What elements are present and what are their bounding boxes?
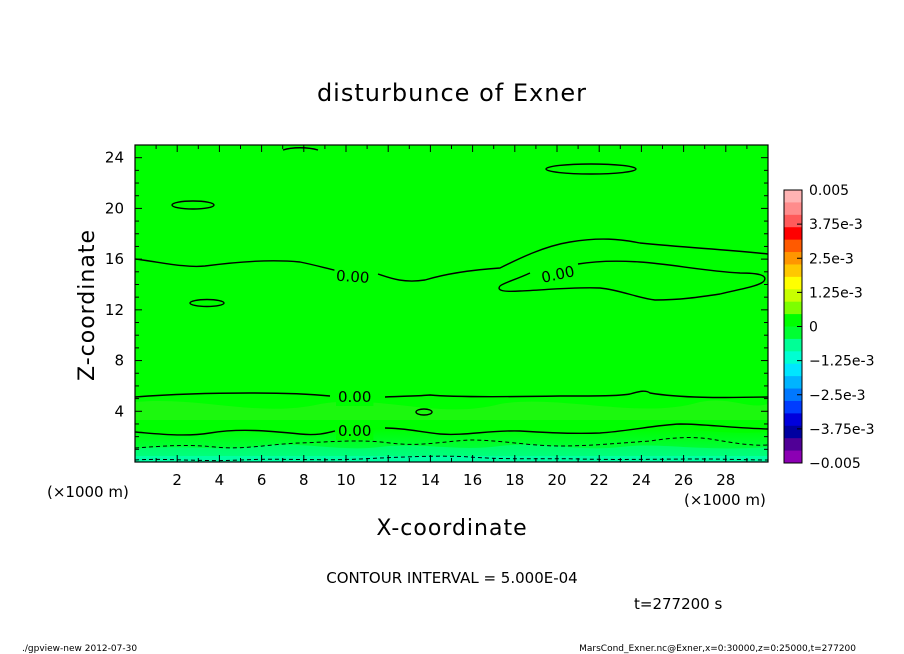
- y-axis-label: Z-coordinate: [75, 229, 100, 381]
- colorbar-tick-label: 3.75e-3: [809, 217, 863, 233]
- footer-left: ./gpview-new 2012-07-30: [22, 644, 137, 654]
- contour-field: [135, 145, 768, 462]
- x-axis-ticks: 2 4 6 8 10 12 14 16 18 20 22 24 26 28: [134, 145, 769, 489]
- colorbar-swatch: [784, 289, 802, 303]
- colorbar: [783, 189, 803, 464]
- time-label: t=277200 s: [634, 595, 722, 613]
- colorbar-swatch: [784, 351, 802, 365]
- contour-label: 0.00: [338, 422, 371, 440]
- contour-line: [135, 258, 346, 273]
- contour-label-bg: [336, 422, 374, 440]
- colorbar-swatch: [784, 239, 802, 253]
- contour-line: [377, 238, 768, 282]
- x-tick-label: 18: [505, 471, 524, 489]
- footer-right: MarsCond_Exner.nc@Exner,x=0:30000,z=0:25…: [579, 644, 856, 654]
- x-tick-label: 22: [590, 471, 609, 489]
- contour-line: [545, 163, 637, 175]
- colorbar-swatch: [784, 252, 802, 265]
- chart-title: disturbunce of Exner: [317, 79, 587, 107]
- colorbar-swatch: [784, 301, 802, 315]
- contour-line: [384, 390, 768, 399]
- x-tick-label: 20: [547, 471, 566, 489]
- colorbar-swatch: [784, 338, 802, 352]
- contour-label-bg: [336, 388, 374, 406]
- colorbar-swatch: [784, 214, 802, 228]
- colorbar-swatch: [784, 264, 802, 278]
- contour-line-dashed: [135, 437, 768, 449]
- colorbar-swatch: [784, 276, 802, 290]
- contour-line: [171, 200, 215, 210]
- colorbar-tick-label: −3.75e-3: [809, 422, 874, 438]
- y-tick-label: 20: [105, 199, 124, 217]
- x-tick-label: 12: [379, 471, 398, 489]
- contour-interval-text: CONTOUR INTERVAL = 5.000E-04: [326, 569, 577, 587]
- y-tick-label: 4: [114, 402, 124, 420]
- colorbar-tick-label: −2.5e-3: [809, 388, 866, 404]
- y-tick-label: 12: [105, 301, 124, 319]
- contour-label: 0.00: [335, 267, 370, 287]
- contour-line: [282, 147, 319, 151]
- colorbar-swatch: [784, 376, 802, 390]
- colorbar-swatch: [784, 438, 802, 452]
- x-tick-label: 2: [172, 471, 182, 489]
- x-tick-label: 26: [674, 471, 693, 489]
- colorbar-swatch: [784, 425, 802, 439]
- colorbar-tick-label: −1.25e-3: [809, 354, 874, 370]
- colorbar-tick-label: 0.005: [809, 183, 849, 199]
- contour-line: [499, 272, 531, 287]
- colorbar-tick-labels: 0.005 3.75e-3 2.5e-3 1.25e-3 0 −1.25e-3 −2.5e-…: [797, 183, 874, 472]
- colorbar-swatch: [784, 227, 802, 241]
- x-tick-label: 14: [421, 471, 440, 489]
- x-tick-label: 16: [463, 471, 482, 489]
- colorbar-swatch: [784, 400, 802, 414]
- y-axis-ticks: 4 8 12 16 20 24: [105, 144, 768, 463]
- contour-label-bg: [537, 261, 579, 288]
- field-band-light: [135, 400, 768, 420]
- contour-line: [135, 429, 336, 436]
- colorbar-swatch: [784, 326, 802, 340]
- colorbar-tick-label: 0: [809, 320, 818, 336]
- contour-line: [384, 423, 768, 436]
- x-unit-right: (×1000 m): [684, 491, 766, 509]
- contour-lines: [135, 147, 768, 462]
- contour-line: [189, 298, 225, 308]
- y-tick-label: 16: [105, 250, 124, 268]
- y-tick-label: 8: [114, 352, 124, 370]
- colorbar-tick-label: −0.005: [809, 456, 861, 472]
- colorbar-tick-label: 2.5e-3: [809, 251, 854, 267]
- x-tick-label: 24: [632, 471, 651, 489]
- x-unit-left: (×1000 m): [47, 483, 129, 501]
- colorbar-swatch: [784, 450, 802, 464]
- x-tick-label: 4: [215, 471, 225, 489]
- colorbar-swatch: [784, 314, 802, 327]
- x-tick-label: 28: [716, 471, 735, 489]
- x-tick-label: 8: [299, 471, 309, 489]
- colorbar-tick-label: 1.25e-3: [809, 285, 863, 301]
- contour-line: [498, 260, 766, 301]
- x-tick-label: 10: [336, 471, 355, 489]
- x-tick-label: 6: [257, 471, 267, 489]
- colorbar-swatch: [784, 190, 802, 203]
- colorbar-swatch: [784, 388, 802, 402]
- colorbar-swatch: [784, 363, 802, 377]
- contour-line: [135, 392, 331, 398]
- contour-line: [415, 408, 433, 416]
- colorbar-swatch: [784, 413, 802, 427]
- colorbar-swatch: [784, 202, 802, 216]
- x-axis-label: X-coordinate: [376, 516, 527, 541]
- y-tick-label: 24: [105, 149, 124, 167]
- contour-label-bg: [333, 266, 372, 288]
- contour-label: 0.00: [338, 388, 371, 406]
